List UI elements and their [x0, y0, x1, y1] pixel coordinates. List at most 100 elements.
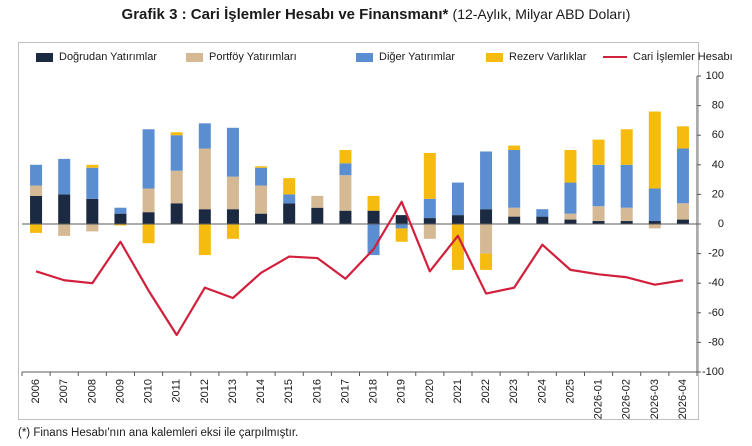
legend-swatch — [36, 52, 53, 62]
x-tick-label: 2008 — [86, 379, 98, 403]
bar-rezerv-varl-klar-2013 — [226, 224, 239, 239]
bar-do-rudan-yat-r-mlar-2024 — [536, 216, 549, 224]
legend-label: Portföy Yatırımları — [209, 51, 297, 63]
bar-di-er-yat-r-mlar-2015 — [283, 194, 296, 204]
bar-rezerv-varl-klar-2020 — [423, 152, 436, 199]
bar-di-er-yat-r-mlar-2019 — [395, 224, 408, 229]
x-tick-label: 2018 — [368, 379, 380, 403]
bar-group — [30, 111, 689, 270]
bar-portf-y-yat-r-mlar--2022 — [480, 224, 493, 254]
bar-portf-y-yat-r-mlar--2014 — [255, 185, 268, 214]
bar-rezerv-varl-klar-2022 — [480, 253, 493, 270]
plot-frame — [18, 42, 699, 420]
bar-rezerv-varl-klar-2010 — [142, 224, 155, 244]
footnote: (*) Finans Hesabı'nın ana kalemleri eksi… — [18, 427, 299, 439]
bar-do-rudan-yat-r-mlar-2010 — [142, 212, 155, 224]
bar-di-er-yat-r-mlar-2026-03 — [648, 188, 661, 222]
y-tick-label: 40 — [712, 159, 724, 171]
bar-do-rudan-yat-r-mlar-2016 — [311, 207, 324, 224]
legend-item: Rezerv Varlıklar — [486, 49, 586, 65]
x-tick-label: 2009 — [114, 379, 126, 403]
y-tick-label: -20 — [708, 248, 724, 260]
x-tick-label: 2014 — [255, 379, 267, 403]
bar-di-er-yat-r-mlar-2006 — [30, 164, 43, 186]
x-tick-label: 2016 — [311, 379, 323, 403]
legend-item: Portföy Yatırımları — [186, 49, 297, 65]
bar-di-er-yat-r-mlar-2012 — [198, 123, 211, 149]
bar-do-rudan-yat-r-mlar-2009 — [114, 213, 127, 224]
bar-do-rudan-yat-r-mlar-2019 — [395, 215, 408, 224]
legend-swatch — [603, 56, 627, 58]
bar-di-er-yat-r-mlar-2010 — [142, 129, 155, 189]
bar-rezerv-varl-klar-2023 — [508, 145, 521, 150]
legend-swatch — [356, 52, 373, 62]
bar-rezerv-varl-klar-2017 — [339, 150, 352, 164]
y-tick-label: -100 — [702, 366, 724, 378]
y-tick-label: 100 — [706, 70, 724, 82]
bar-portf-y-yat-r-mlar--2010 — [142, 188, 155, 213]
bar-do-rudan-yat-r-mlar-2025 — [564, 219, 577, 224]
x-tick-label: 2020 — [424, 379, 436, 403]
bar-portf-y-yat-r-mlar--2011 — [170, 170, 183, 204]
bar-portf-y-yat-r-mlar--2007 — [58, 224, 71, 236]
bar-portf-y-yat-r-mlar--2006 — [30, 185, 43, 196]
bar-rezerv-varl-klar-2015 — [283, 178, 296, 195]
legend-item: Doğrudan Yatırımlar — [36, 49, 157, 65]
bar-do-rudan-yat-r-mlar-2011 — [170, 203, 183, 224]
legend-item: Diğer Yatırımlar — [356, 49, 455, 65]
bar-rezerv-varl-klar-2025 — [564, 150, 577, 183]
bar-di-er-yat-r-mlar-2018 — [367, 224, 380, 256]
bar-portf-y-yat-r-mlar--2026-02 — [620, 207, 633, 222]
bar-do-rudan-yat-r-mlar-2020 — [423, 218, 436, 224]
bar-di-er-yat-r-mlar-2014 — [255, 167, 268, 186]
y-tick-label: -80 — [708, 336, 724, 348]
bar-di-er-yat-r-mlar-2022 — [480, 151, 493, 210]
bar-di-er-yat-r-mlar-2017 — [339, 163, 352, 176]
bar-do-rudan-yat-r-mlar-2026-04 — [676, 219, 689, 224]
legend-label: Diğer Yatırımlar — [379, 51, 456, 63]
bar-portf-y-yat-r-mlar--2012 — [198, 148, 211, 210]
bar-di-er-yat-r-mlar-2013 — [226, 127, 239, 177]
bar-di-er-yat-r-mlar-2011 — [170, 135, 183, 171]
legend-item: Cari İşlemler Hesabı — [603, 49, 733, 65]
legend-label: Doğrudan Yatırımlar — [59, 51, 158, 63]
x-tick-label: 2022 — [480, 379, 492, 403]
bar-do-rudan-yat-r-mlar-2014 — [255, 213, 268, 224]
legend-label: Rezerv Varlıklar — [509, 51, 587, 63]
bar-do-rudan-yat-r-mlar-2013 — [226, 209, 239, 224]
bar-rezerv-varl-klar-2026-04 — [676, 126, 689, 149]
x-tick-label: 2026-02 — [621, 379, 633, 419]
legend-label: Cari İşlemler Hesabı — [633, 51, 733, 63]
bar-do-rudan-yat-r-mlar-2018 — [367, 210, 380, 224]
x-tick-label: 2023 — [508, 379, 520, 403]
bar-rezerv-varl-klar-2021 — [451, 224, 464, 270]
bar-di-er-yat-r-mlar-2021 — [451, 182, 464, 216]
x-tick-label: 2015 — [283, 379, 295, 403]
bar-portf-y-yat-r-mlar--2017 — [339, 175, 352, 211]
x-tick-label: 2017 — [339, 379, 351, 403]
bar-portf-y-yat-r-mlar--2016 — [311, 195, 324, 208]
bar-portf-y-yat-r-mlar--2020 — [423, 224, 436, 239]
bar-do-rudan-yat-r-mlar-2007 — [58, 194, 71, 224]
y-tick-label: -60 — [708, 307, 724, 319]
bar-do-rudan-yat-r-mlar-2015 — [283, 203, 296, 224]
bar-di-er-yat-r-mlar-2008 — [86, 167, 99, 199]
bar-do-rudan-yat-r-mlar-2012 — [198, 209, 211, 224]
y-tick-label: 20 — [712, 188, 724, 200]
y-tick-label: 60 — [712, 129, 724, 141]
bar-do-rudan-yat-r-mlar-2022 — [480, 209, 493, 224]
bar-rezerv-varl-klar-2006 — [30, 224, 43, 233]
x-tick-label: 2006 — [30, 379, 42, 403]
bar-di-er-yat-r-mlar-2025 — [564, 182, 577, 214]
x-tick-label: 2010 — [143, 379, 155, 403]
y-tick-label: 80 — [712, 100, 724, 112]
bar-rezerv-varl-klar-2014 — [255, 166, 268, 168]
x-tick-label: 2026-03 — [649, 379, 661, 419]
bar-rezerv-varl-klar-2018 — [367, 195, 380, 211]
bar-rezerv-varl-klar-2008 — [86, 164, 99, 168]
x-tick-label: 2019 — [396, 379, 408, 403]
bar-do-rudan-yat-r-mlar-2026-01 — [592, 221, 605, 224]
x-tick-label: 2026-04 — [677, 379, 689, 419]
legend-swatch — [486, 52, 503, 62]
